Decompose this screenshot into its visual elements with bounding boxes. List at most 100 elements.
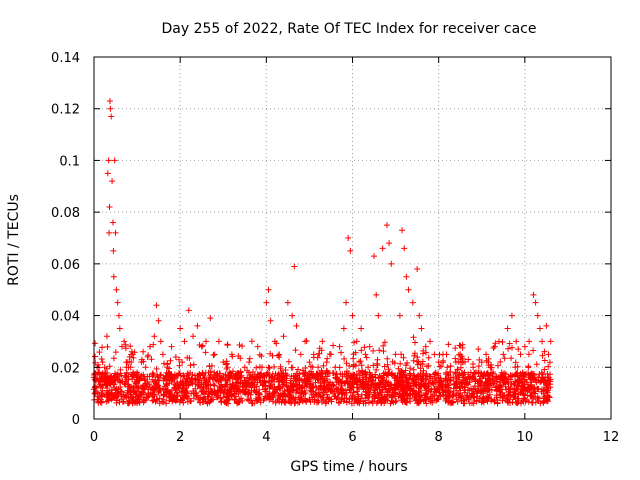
data-point	[327, 351, 334, 358]
data-point	[134, 369, 141, 376]
data-point	[513, 338, 520, 345]
data-point	[375, 312, 382, 319]
data-point	[108, 113, 115, 120]
data-point	[332, 364, 339, 371]
data-point	[452, 359, 459, 366]
data-point	[177, 325, 184, 332]
data-point	[123, 359, 130, 366]
data-point	[110, 247, 117, 254]
data-point	[271, 338, 278, 345]
data-point	[107, 105, 114, 112]
data-point	[155, 317, 162, 324]
data-point	[276, 351, 283, 358]
data-point	[106, 229, 113, 236]
data-point	[104, 170, 111, 177]
data-point	[113, 286, 120, 293]
data-point	[241, 364, 248, 371]
data-point	[147, 343, 154, 350]
y-tick-label: 0.08	[51, 206, 80, 221]
data-point	[418, 325, 425, 332]
x-axis-label: GPS time / hours	[290, 459, 407, 475]
data-point	[532, 299, 539, 306]
data-point	[203, 338, 210, 345]
data-point	[427, 338, 434, 345]
data-point	[336, 343, 343, 350]
data-point	[495, 338, 502, 345]
data-point	[172, 353, 179, 360]
data-point	[101, 364, 108, 371]
y-tick-label: 0	[72, 413, 80, 428]
y-tick-label: 0.06	[51, 258, 80, 273]
data-point	[439, 351, 446, 358]
data-point	[521, 343, 528, 350]
data-point	[470, 364, 477, 371]
data-point	[388, 260, 395, 267]
data-point	[220, 359, 227, 366]
data-point	[125, 364, 132, 371]
data-point	[198, 343, 205, 350]
data-point	[263, 299, 270, 306]
data-point	[164, 364, 171, 371]
data-point	[323, 359, 330, 366]
data-point	[414, 266, 421, 273]
x-tick-label: 10	[517, 430, 534, 445]
data-point	[207, 315, 214, 322]
chart-title: Day 255 of 2022, Rate Of TEC Index for r…	[162, 21, 537, 37]
data-point	[353, 338, 360, 345]
y-tick-label: 0.14	[51, 51, 80, 66]
data-point	[159, 351, 166, 358]
x-tick-label: 4	[262, 430, 270, 445]
data-point	[215, 338, 222, 345]
data-point	[153, 302, 160, 309]
data-point	[545, 351, 552, 358]
data-point	[106, 203, 113, 210]
data-point	[508, 312, 515, 319]
data-point	[491, 343, 498, 350]
x-tick-label: 12	[603, 430, 620, 445]
x-tick-label: 8	[435, 430, 443, 445]
data-point	[405, 286, 412, 293]
data-point	[116, 325, 123, 332]
data-point	[399, 227, 406, 234]
data-point	[110, 273, 117, 280]
data-point	[254, 343, 261, 350]
data-point	[500, 351, 507, 358]
y-tick-label: 0.1	[59, 154, 80, 169]
data-point	[302, 338, 309, 345]
data-point	[319, 338, 326, 345]
data-point	[265, 286, 272, 293]
data-point	[181, 338, 188, 345]
data-point	[483, 351, 490, 358]
y-tick-label: 0.12	[51, 103, 80, 118]
y-tick-label: 0.02	[51, 361, 80, 376]
data-point	[431, 351, 438, 358]
data-point	[129, 351, 136, 358]
data-point	[259, 364, 266, 371]
data-point	[534, 312, 541, 319]
y-tick-label: 0.04	[51, 310, 80, 325]
data-point	[228, 351, 235, 358]
y-axis-label: ROTI / TECUs	[6, 194, 22, 286]
data-point	[119, 343, 126, 350]
data-point	[457, 351, 464, 358]
data-point	[310, 351, 317, 358]
data-point	[293, 322, 300, 329]
data-point	[121, 338, 128, 345]
data-point	[99, 359, 106, 366]
data-point	[106, 97, 113, 104]
data-point	[237, 369, 244, 376]
tick-labels: 0 2 4 6 8 10 12 0 0.02 0.04 0.06 0.08 0.1 0.12 0.14	[51, 51, 619, 445]
data-point	[267, 317, 274, 324]
data-point	[157, 338, 164, 345]
data-point	[185, 307, 192, 314]
x-tick-label: 0	[90, 430, 98, 445]
data-points	[93, 97, 554, 391]
data-point	[190, 333, 197, 340]
data-point	[504, 325, 511, 332]
data-point	[114, 299, 121, 306]
data-point	[517, 351, 524, 358]
x-tick-label: 6	[348, 430, 356, 445]
data-point	[373, 291, 380, 298]
data-point	[211, 351, 218, 358]
data-point	[111, 157, 118, 164]
